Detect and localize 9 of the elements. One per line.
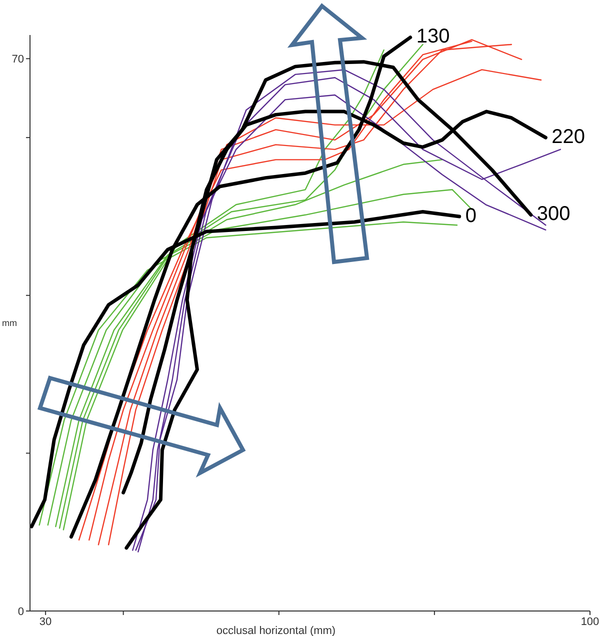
- y-axis-title: mm: [2, 318, 17, 328]
- y-tick-label: 70: [12, 54, 24, 66]
- x-tick-label: 30: [39, 616, 52, 628]
- series-label: 300: [536, 203, 570, 226]
- x-axis-title: occlusal horizontal (mm): [216, 625, 336, 636]
- series-label: 220: [552, 126, 586, 148]
- series-label: 130: [416, 26, 450, 48]
- series-label: 0: [465, 204, 476, 227]
- x-tick-label: 100: [580, 616, 600, 628]
